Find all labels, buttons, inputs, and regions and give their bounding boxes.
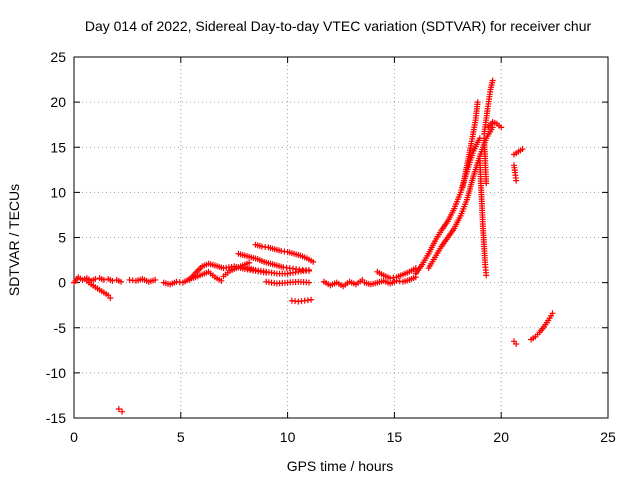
x-tick-label: 15 (387, 429, 403, 445)
series-track-l (288, 296, 315, 305)
y-tick-label: 0 (58, 275, 66, 291)
series-track-v (481, 135, 490, 187)
series-track-b (83, 277, 114, 301)
x-tick-label: 5 (177, 429, 185, 445)
data-point (549, 310, 556, 317)
data-point (310, 258, 317, 265)
data-point (117, 278, 124, 285)
data-point (513, 340, 520, 347)
x-tick-label: 0 (70, 429, 78, 445)
y-tick-label: 20 (50, 94, 66, 110)
data-point (513, 177, 520, 184)
series-track-y (511, 338, 520, 347)
y-tick-label: -5 (54, 320, 67, 336)
series-track-j (252, 241, 317, 265)
data-point (115, 405, 122, 412)
series-track-t (485, 118, 505, 131)
series-track-u (476, 157, 490, 279)
series-track-a (71, 274, 124, 286)
series-track-w (511, 146, 526, 158)
data-point (474, 99, 481, 106)
data-point (305, 266, 312, 273)
series-track-o (374, 265, 419, 282)
data-point (489, 77, 496, 84)
grid (74, 57, 608, 418)
data-point (246, 259, 253, 266)
y-axis-label: SDTVAR / TECUs (6, 184, 22, 296)
series-track-e (160, 268, 225, 288)
data-point (218, 277, 225, 284)
series-track-z (528, 310, 556, 343)
series-track-h (235, 250, 312, 274)
x-tick-label: 20 (493, 429, 509, 445)
axis-ticks: 0 5 10 15 20 25 -15 -10 -5 0 5 10 15 20 25 (46, 49, 616, 445)
series-track-r (459, 99, 481, 190)
series-track-i (241, 264, 312, 277)
y-tick-label: 10 (50, 184, 66, 200)
y-tick-label: 25 (50, 49, 66, 65)
data-point (305, 279, 312, 286)
series-track-x (511, 162, 520, 184)
data-point (100, 276, 107, 283)
y-tick-label: 15 (50, 139, 66, 155)
series-track-m (320, 276, 366, 290)
data-point (483, 180, 490, 187)
data-point (152, 276, 159, 283)
x-axis-label: GPS time / hours (287, 458, 394, 474)
series-track-c (115, 405, 126, 415)
data-point (109, 277, 116, 284)
x-tick-label: 25 (600, 429, 616, 445)
data-point (119, 408, 126, 415)
chart-title: Day 014 of 2022, Sidereal Day-to-day VTE… (85, 18, 592, 34)
data-point (308, 296, 315, 303)
y-tick-label: 5 (58, 230, 66, 246)
data-point (483, 272, 490, 279)
series-track-p (412, 135, 483, 277)
series-track-k (263, 278, 312, 287)
y-tick-label: -10 (46, 365, 66, 381)
data-point (519, 146, 526, 153)
data-point (498, 124, 505, 131)
x-tick-label: 10 (280, 429, 296, 445)
y-tick-label: -15 (46, 410, 66, 426)
series-track-d (126, 276, 159, 285)
data-point (107, 294, 114, 301)
data-point (92, 276, 99, 283)
data-points (71, 77, 556, 415)
